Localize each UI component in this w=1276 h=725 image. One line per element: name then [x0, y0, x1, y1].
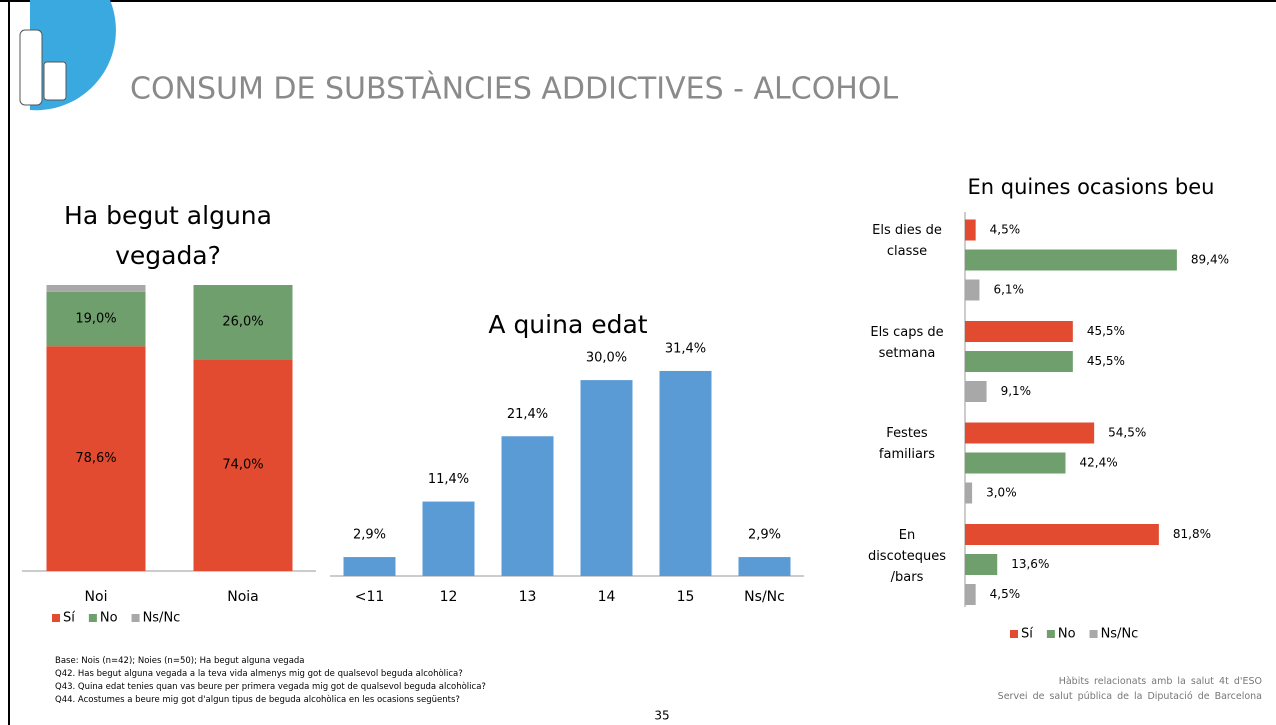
bar — [659, 370, 712, 576]
legend-label: Ns/Nc — [143, 611, 181, 626]
bar — [965, 219, 976, 241]
bar — [965, 422, 1095, 444]
x-tick-label: 14 — [598, 589, 616, 605]
data-label: 78,6% — [75, 451, 116, 466]
data-label: 45,5% — [1087, 324, 1125, 338]
bar — [965, 381, 987, 402]
legend-swatch — [1046, 630, 1055, 638]
legend-swatch — [131, 614, 140, 622]
data-label: 45,5% — [1087, 354, 1125, 368]
bar — [965, 524, 1159, 545]
bar-segment — [46, 346, 146, 571]
bar-segment — [193, 359, 293, 571]
page-number: 35 — [654, 709, 669, 723]
bar-segment — [193, 285, 293, 360]
footnote: Q42. Has begut alguna vegada a la teva v… — [55, 669, 463, 679]
footer: Servei de salut pública de la Diputació … — [997, 691, 1262, 702]
data-label: 54,5% — [1108, 426, 1146, 440]
bar — [422, 501, 475, 576]
x-tick-label: <11 — [355, 589, 385, 605]
data-label: 89,4% — [1191, 253, 1229, 267]
legend-swatch — [52, 614, 60, 622]
bar — [501, 436, 554, 576]
bar — [965, 321, 1073, 342]
data-label: 31,4% — [665, 341, 706, 356]
y-tick-label: Festes familiars — [878, 426, 936, 462]
legend-label: Ns/Nc — [1101, 627, 1139, 642]
legend-label: Sí — [1021, 627, 1033, 642]
x-tick-label: Ns/Nc — [744, 589, 785, 605]
y-tick-label: En discoteques /bars — [867, 527, 947, 585]
data-label: 13,6% — [1011, 557, 1049, 571]
x-tick-label: 13 — [519, 589, 537, 605]
data-label: 74,0% — [222, 458, 263, 473]
chart-title: En quines ocasions beu — [968, 175, 1215, 199]
bar — [965, 279, 980, 301]
data-label: 6,1% — [993, 283, 1024, 297]
legend-swatch — [1010, 630, 1018, 638]
footer: Hàbits relacionats amb la salut 4t d'ESO — [1058, 676, 1262, 687]
data-label: 26,0% — [222, 315, 263, 330]
footnote: Q44. Acostumes a beure mig got d'algun t… — [55, 695, 460, 705]
data-label: 42,4% — [1079, 456, 1117, 470]
x-tick-label: 15 — [677, 589, 695, 605]
data-label: 4,5% — [990, 587, 1021, 601]
legend-label: Sí — [63, 611, 75, 626]
slide-title: CONSUM DE SUBSTÀNCIES ADDICTIVES - ALCOH… — [130, 71, 898, 107]
logo-circle — [30, 0, 116, 111]
x-tick-label: Noia — [227, 589, 259, 605]
legend-swatch — [88, 614, 97, 622]
bar — [965, 452, 1066, 474]
bar-segment — [46, 285, 146, 292]
y-tick-label: Els caps de setmana — [870, 324, 944, 361]
bar-segment — [46, 291, 146, 347]
data-label: 2,9% — [353, 528, 386, 543]
bar — [965, 249, 1177, 271]
data-label: 9,1% — [1001, 384, 1032, 398]
bar — [738, 557, 791, 576]
logo-bottle — [19, 29, 43, 106]
data-label: 4,5% — [990, 223, 1021, 237]
data-label: 19,0% — [75, 312, 116, 327]
data-label: 11,4% — [428, 472, 469, 487]
data-label: 21,4% — [507, 407, 548, 422]
data-label: 30,0% — [586, 351, 627, 366]
data-label: 3,0% — [986, 486, 1017, 500]
x-tick-label: Noi — [85, 589, 108, 605]
footnote: Base: Nois (n=42); Noies (n=50); Ha begu… — [55, 656, 305, 666]
legend-swatch — [1089, 630, 1098, 638]
logo-can — [43, 61, 67, 101]
bar — [343, 557, 396, 576]
y-tick-label: Els dies de classe — [872, 223, 942, 259]
data-label: 81,8% — [1173, 527, 1211, 541]
legend-label: No — [100, 611, 118, 626]
footnote: Q43. Quina edat tenies quan vas beure pe… — [55, 682, 486, 692]
chart-title: Ha begut alguna vegada? — [64, 201, 272, 270]
x-tick-label: 12 — [440, 589, 458, 605]
bar — [965, 554, 998, 575]
chart-title: A quina edat — [488, 310, 647, 339]
bar — [965, 584, 976, 605]
data-label: 2,9% — [748, 528, 781, 543]
bar — [965, 351, 1073, 372]
bar — [580, 380, 633, 576]
legend-label: No — [1058, 627, 1076, 642]
bar — [965, 482, 973, 504]
